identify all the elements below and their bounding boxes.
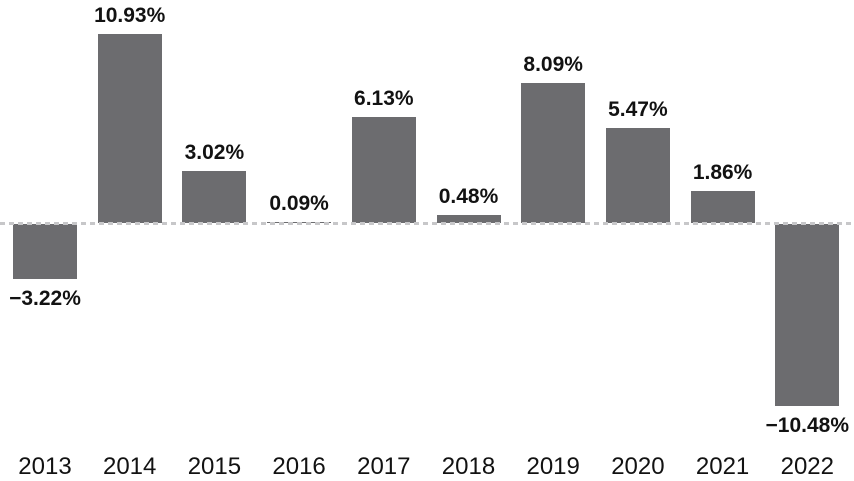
x-axis-label-2019: 2019 xyxy=(526,453,580,480)
value-label-2017: 6.13% xyxy=(354,86,414,110)
bar-2013 xyxy=(13,223,77,280)
bar-2018 xyxy=(436,215,501,224)
value-label-2015: 3.02% xyxy=(184,141,245,165)
value-label-2016: 0.09% xyxy=(269,191,329,215)
bar-2021 xyxy=(690,191,755,224)
bar-2014 xyxy=(97,33,162,224)
x-axis-label-2016: 2016 xyxy=(272,453,326,480)
value-label-2018: 0.48% xyxy=(438,185,499,209)
value-label-2021: 1.86% xyxy=(692,161,753,185)
x-axis-label-2017: 2017 xyxy=(357,453,411,480)
x-axis-label-2014: 2014 xyxy=(102,453,157,480)
value-label-2014: 10.93% xyxy=(94,3,166,27)
bar-2015 xyxy=(182,171,247,224)
bar-2017 xyxy=(351,116,416,224)
value-label-2013: −3.22% xyxy=(9,287,81,311)
bar-2019 xyxy=(521,82,586,224)
x-axis-label-2021: 2021 xyxy=(695,453,750,480)
bar-2020 xyxy=(605,128,670,224)
x-axis-label-2022: 2022 xyxy=(780,453,834,480)
x-axis-label-2013: 2013 xyxy=(18,453,72,480)
zero-baseline-dashed-line xyxy=(0,222,854,225)
value-label-2019: 8.09% xyxy=(523,52,583,76)
bar-2022 xyxy=(775,223,840,406)
value-label-2020: 5.47% xyxy=(608,98,668,122)
x-axis-label-2020: 2020 xyxy=(611,453,665,480)
x-axis-label-2015: 2015 xyxy=(187,453,242,480)
value-label-2022: −10.48% xyxy=(765,413,850,437)
x-axis-label-2018: 2018 xyxy=(441,453,496,480)
